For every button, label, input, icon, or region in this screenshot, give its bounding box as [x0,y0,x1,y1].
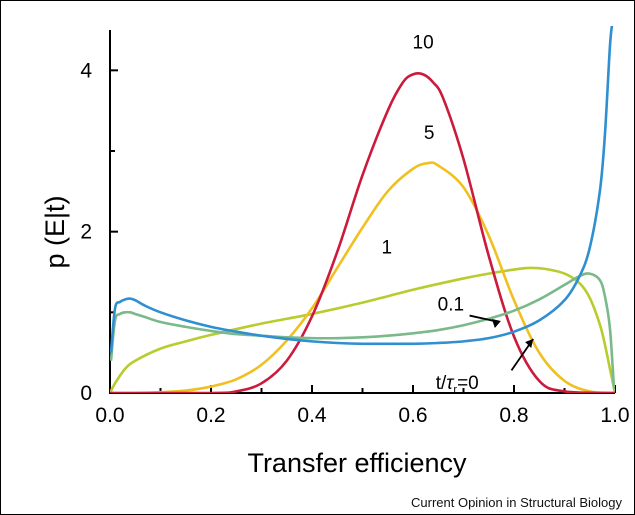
series-line-t--r-0 [110,26,614,353]
curve-label-10: 10 [413,33,434,54]
x-tick-label: 0.6 [398,404,427,427]
y-tick-label: 4 [80,59,92,82]
y-axis-title: p (E|t) [40,195,70,268]
series-line-0.1 [110,272,615,390]
curve-label-1: 1 [381,237,392,258]
curve-label-part-t: t [436,373,442,394]
x-tick-label: 0.8 [499,404,528,427]
y-tick-label: 2 [80,221,92,244]
curve-label-0-1: 0.1 [438,295,464,316]
x-axis-title: Transfer efficiency [247,448,467,478]
journal-credit: Current Opinion in Structural Biology [411,495,622,510]
annotation-layer: 10 5 1 0.1 t/τr=0 [381,33,534,396]
series-layer [110,26,615,393]
plot-area: 0.0 0.2 0.4 0.6 0.8 1.0 0 2 4 10 5 1 0.1 t/τr=0 [80,26,630,427]
curve-label-5: 5 [424,123,435,144]
x-ticks: 0.0 0.2 0.4 0.6 0.8 1.0 [95,385,630,427]
x-tick-label: 1.0 [600,404,629,427]
curve-label-part-eq: =0 [457,373,479,394]
curve-label-t-over-tau-r: t/τr=0 [436,373,479,396]
y-tick-label: 0 [80,382,92,405]
curve-label-part-tau: τ [446,373,455,394]
x-tick-label: 0.4 [297,404,327,427]
y-ticks: 0 2 4 [80,59,118,405]
x-tick-label: 0.0 [95,404,124,427]
arrowhead [525,338,534,348]
arrowhead [491,319,501,329]
curve-label-part-sub: r [453,384,457,396]
x-tick-label: 0.2 [196,404,225,427]
curve-label-part-slash: / [441,373,447,394]
series-line-1 [110,266,615,393]
series-line-10 [110,72,615,393]
series-line-5 [110,161,615,393]
